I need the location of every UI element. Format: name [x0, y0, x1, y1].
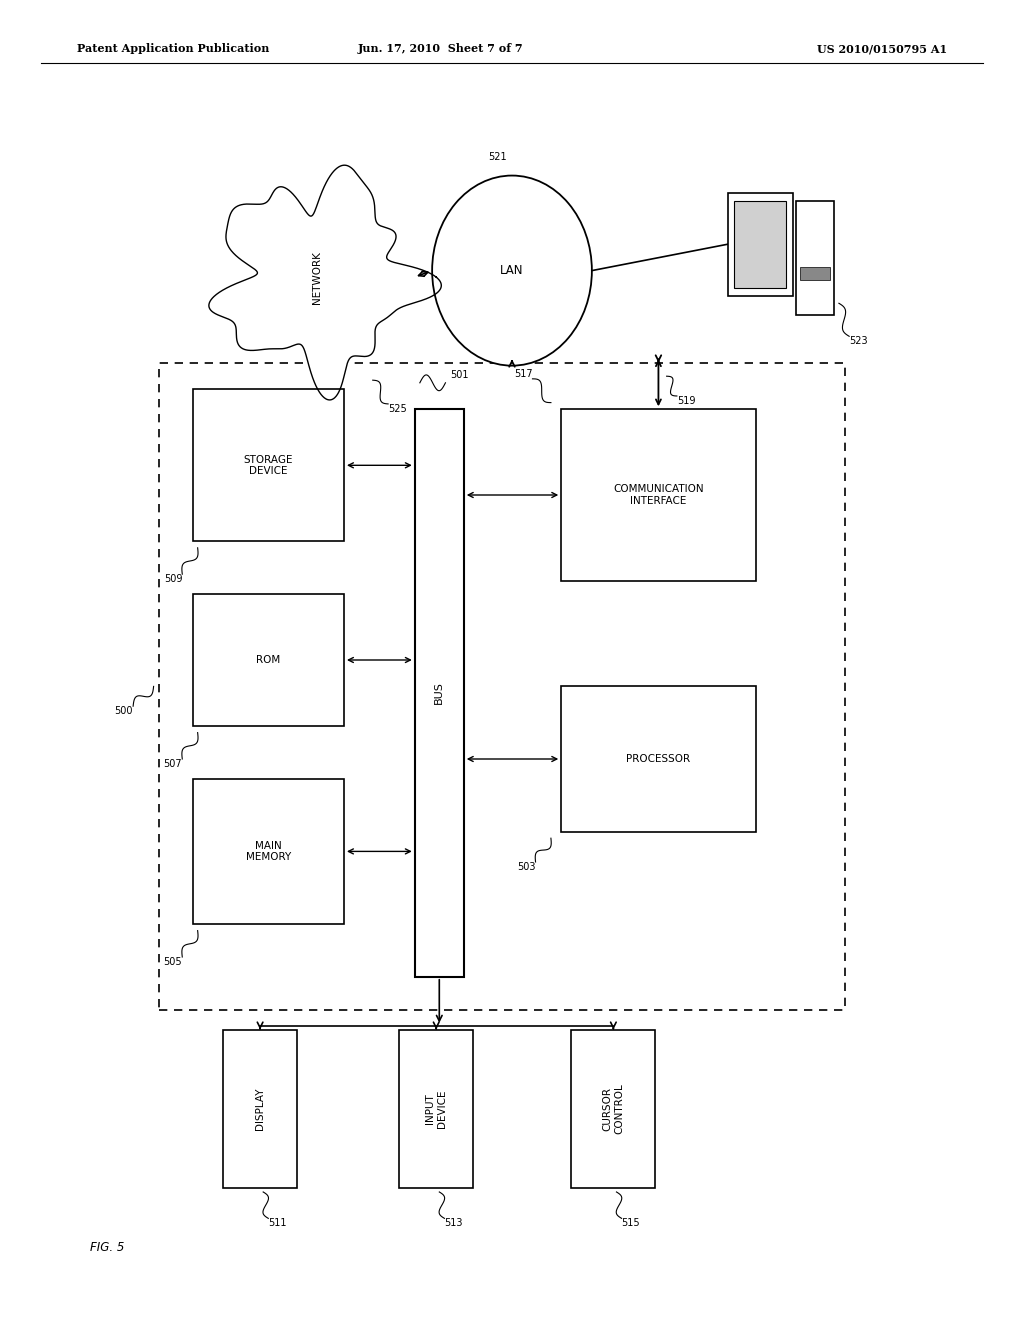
- Text: DISPLAY: DISPLAY: [255, 1088, 265, 1130]
- Ellipse shape: [432, 176, 592, 366]
- Text: NETWORK: NETWORK: [312, 251, 323, 304]
- Text: 513: 513: [444, 1218, 463, 1229]
- Bar: [159, 363, 845, 1010]
- Text: ROM: ROM: [256, 655, 281, 665]
- Bar: [734, 201, 786, 288]
- Text: 511: 511: [268, 1218, 287, 1229]
- Text: 503: 503: [517, 862, 536, 873]
- Text: STORAGE
DEVICE: STORAGE DEVICE: [244, 454, 293, 477]
- Text: CURSOR
CONTROL: CURSOR CONTROL: [602, 1084, 625, 1134]
- Polygon shape: [209, 165, 441, 400]
- Bar: [193, 594, 344, 726]
- Bar: [796, 201, 834, 314]
- Text: INPUT
DEVICE: INPUT DEVICE: [425, 1089, 447, 1129]
- Text: 501: 501: [451, 370, 469, 380]
- Text: COMMUNICATION
INTERFACE: COMMUNICATION INTERFACE: [613, 484, 703, 506]
- Text: BUS: BUS: [434, 681, 444, 705]
- Bar: [193, 389, 344, 541]
- Text: 521: 521: [488, 152, 507, 162]
- Text: 509: 509: [164, 574, 182, 585]
- Text: 505: 505: [164, 957, 182, 968]
- Bar: [800, 267, 830, 280]
- Text: Patent Application Publication: Patent Application Publication: [77, 44, 269, 54]
- Text: US 2010/0150795 A1: US 2010/0150795 A1: [817, 44, 947, 54]
- Bar: [728, 193, 793, 296]
- Text: 507: 507: [164, 759, 182, 770]
- Text: 523: 523: [849, 337, 867, 346]
- Text: 519: 519: [677, 396, 695, 407]
- Text: 517: 517: [514, 368, 532, 379]
- Text: LAN: LAN: [501, 264, 523, 277]
- Text: 500: 500: [115, 706, 133, 717]
- Bar: [415, 409, 464, 977]
- Text: Jun. 17, 2010  Sheet 7 of 7: Jun. 17, 2010 Sheet 7 of 7: [357, 44, 523, 54]
- Bar: [193, 779, 344, 924]
- Bar: [571, 1030, 655, 1188]
- Bar: [561, 409, 756, 581]
- Bar: [223, 1030, 297, 1188]
- Text: 515: 515: [622, 1218, 640, 1229]
- Text: MAIN
MEMORY: MAIN MEMORY: [246, 841, 291, 862]
- Bar: [561, 686, 756, 832]
- Bar: [399, 1030, 473, 1188]
- Text: 525: 525: [388, 404, 407, 414]
- Text: FIG. 5: FIG. 5: [90, 1241, 125, 1254]
- Text: PROCESSOR: PROCESSOR: [627, 754, 690, 764]
